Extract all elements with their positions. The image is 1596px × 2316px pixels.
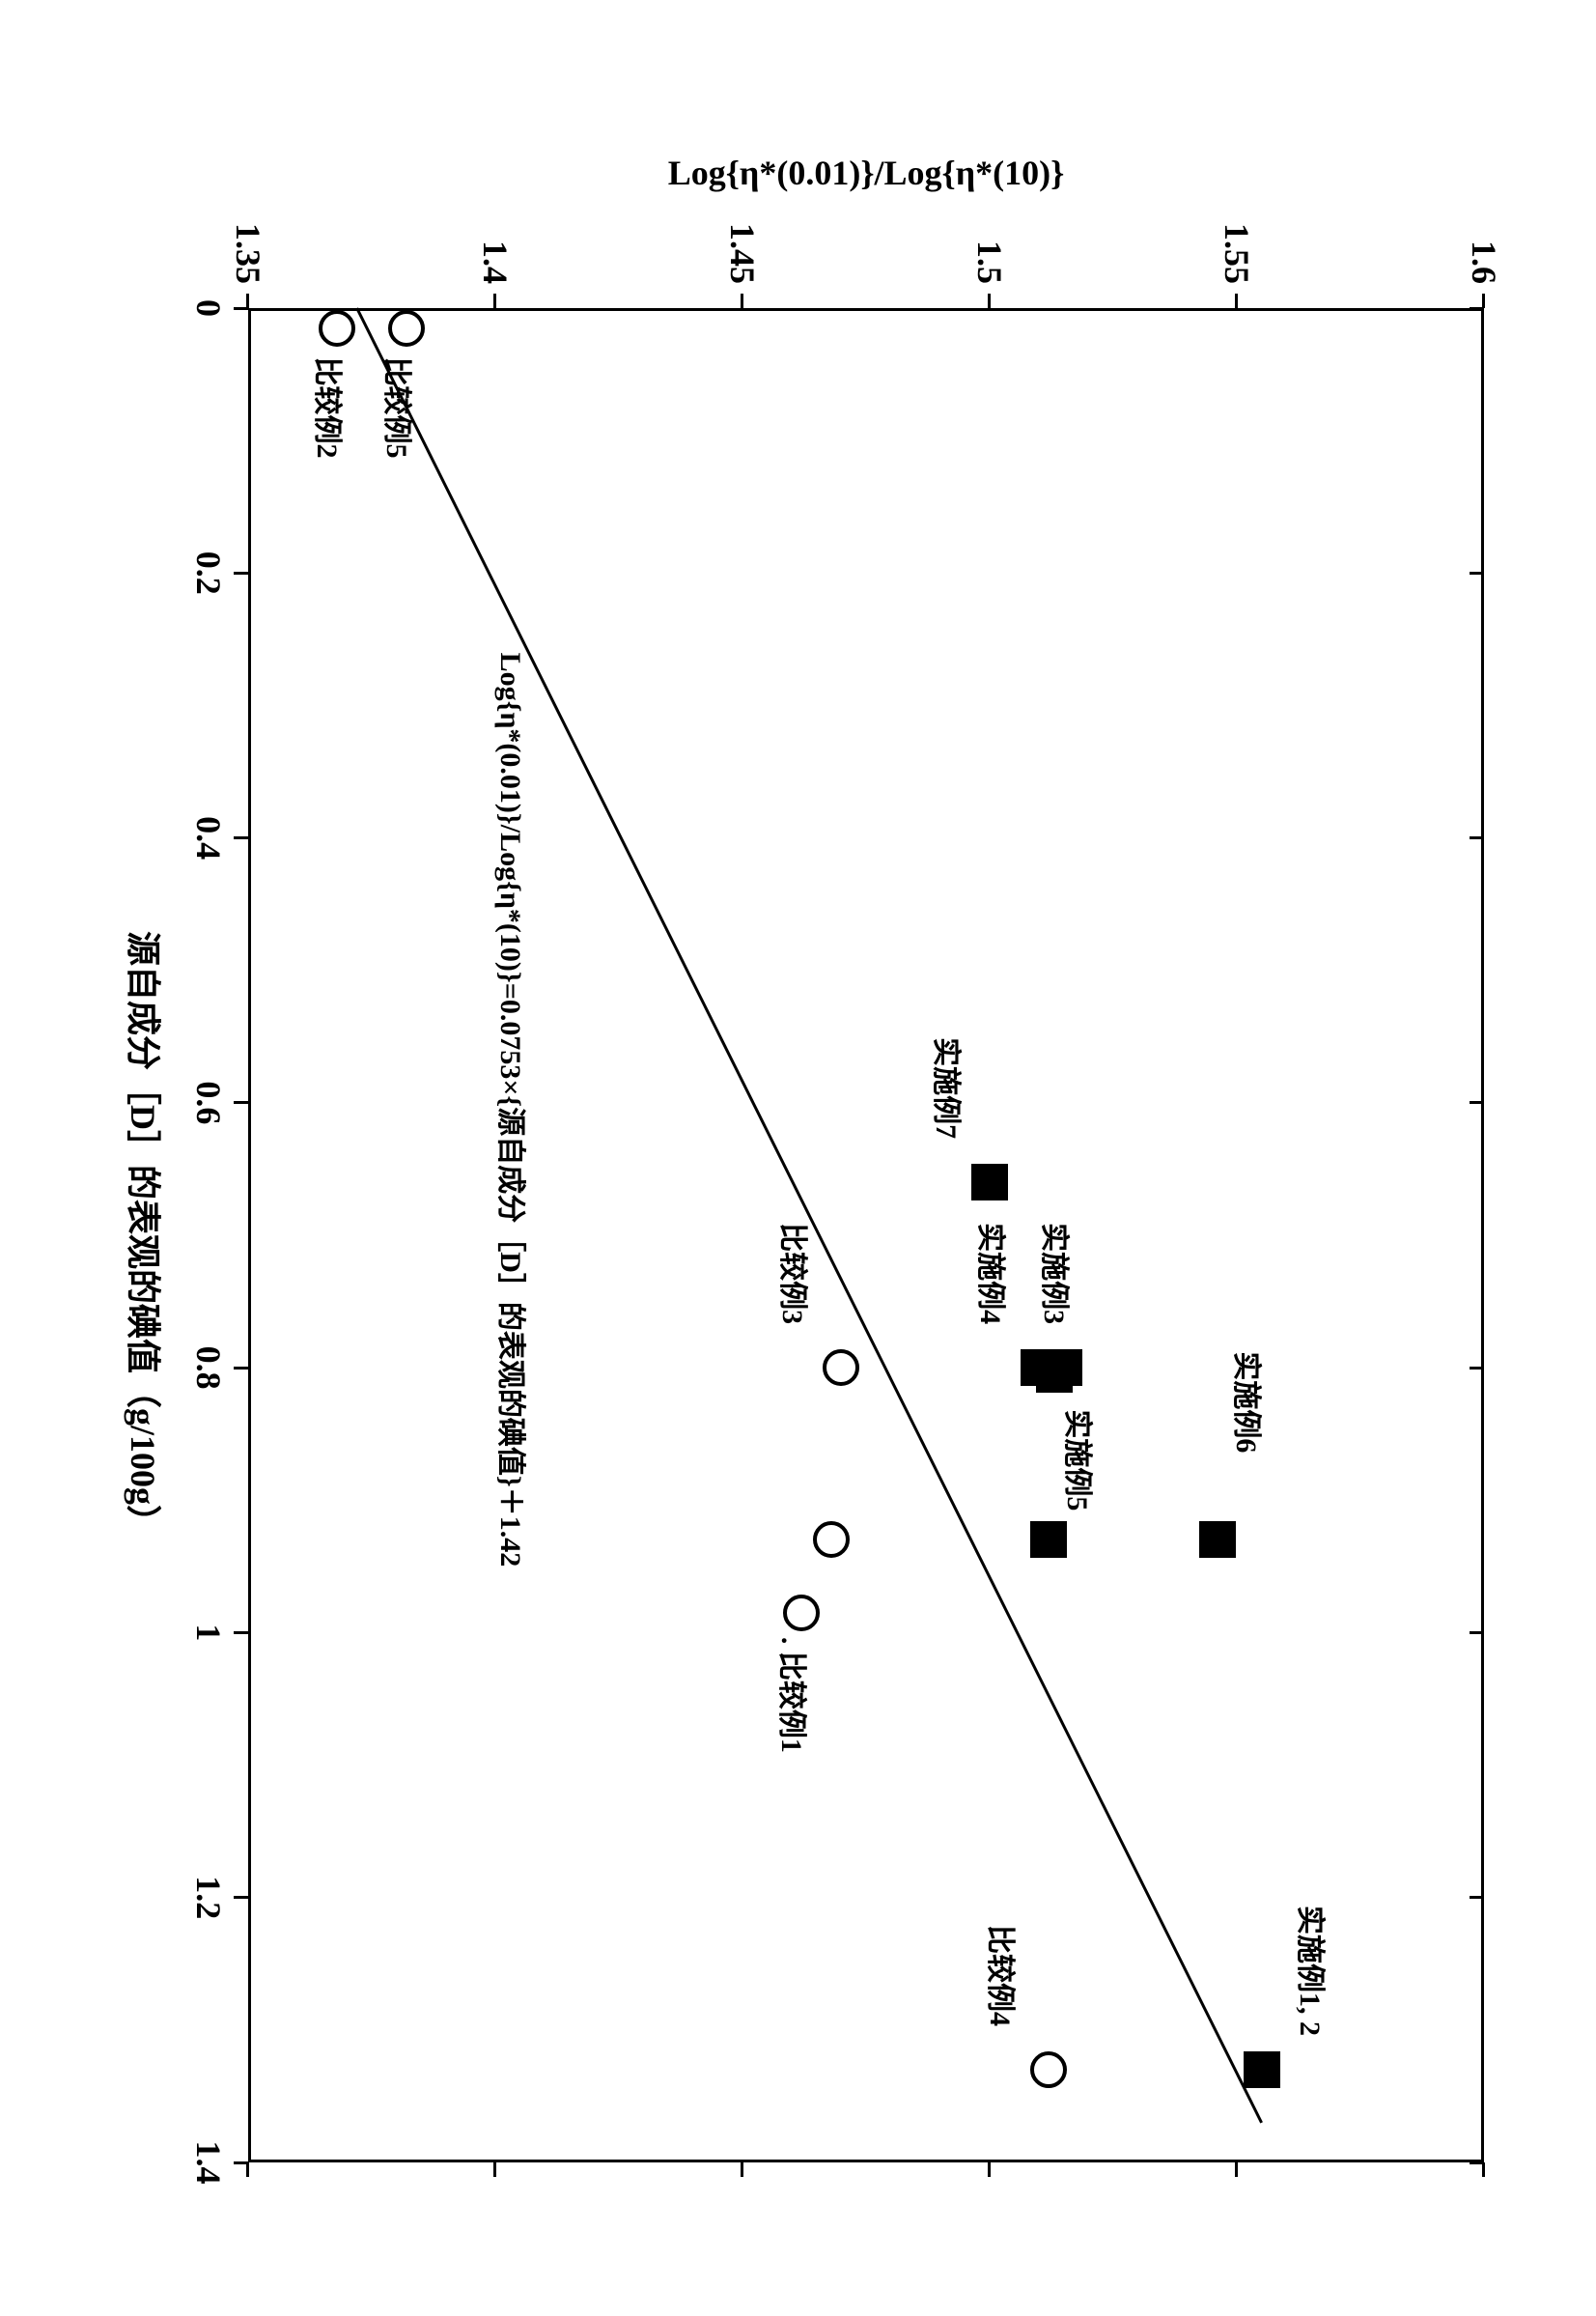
- trendline: [74, 96, 1523, 2220]
- equation-label: Log{η*(0.01)}/Log{η*(10)}=0.0753×{源自成分［D…: [491, 653, 534, 1568]
- y-axis-label: Log{η*(0.01)}/Log{η*(10)}: [667, 153, 1064, 193]
- chart-container: 00.20.40.60.811.21.41.351.41.451.51.551.…: [74, 96, 1523, 2220]
- x-axis-label: 源自成分［D］的表观的碘值（g/100g）: [121, 931, 171, 1539]
- scatter-chart: 00.20.40.60.811.21.41.351.41.451.51.551.…: [74, 96, 1523, 2220]
